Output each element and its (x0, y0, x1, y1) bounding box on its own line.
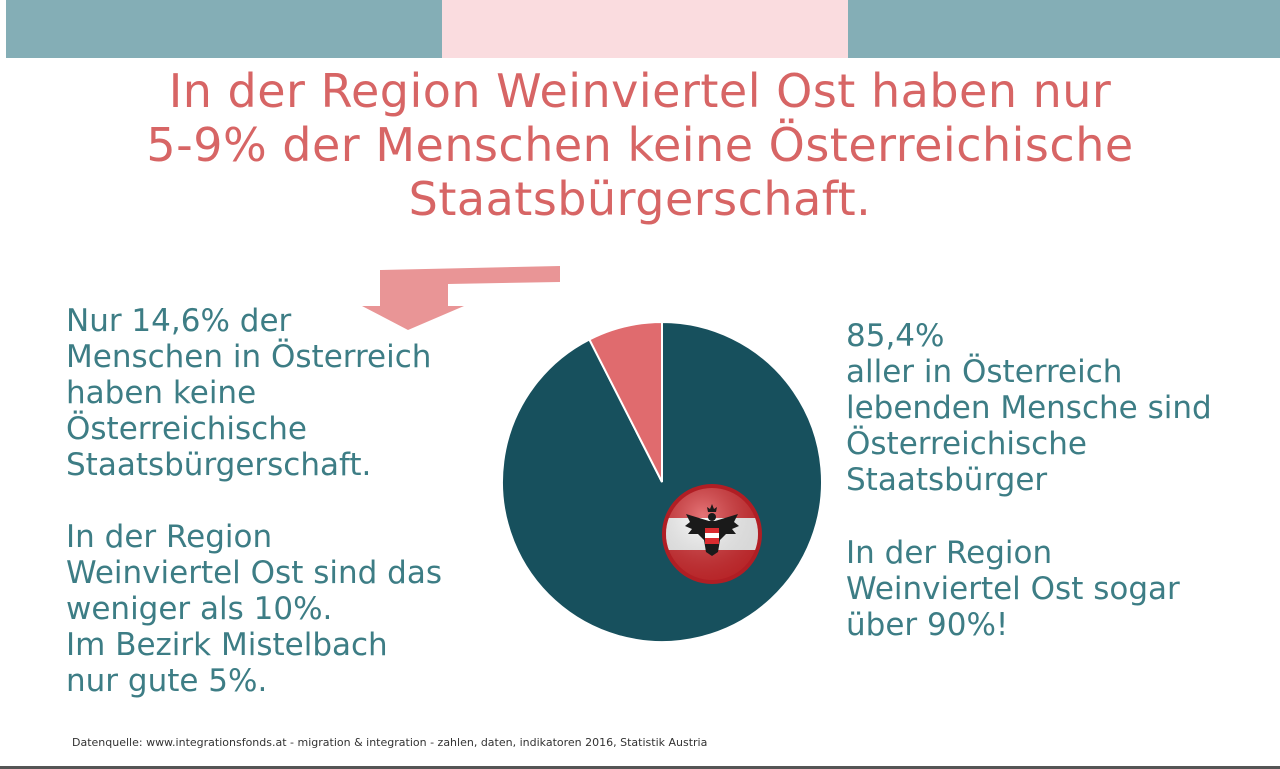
pie-slice-1 (588, 320, 663, 483)
austria-coat-of-arms-icon (662, 484, 762, 584)
top-bar-left-segment (6, 0, 442, 58)
headline-line-3: Staatsbürgerschaft. (408, 172, 872, 226)
left-text-block-1: Nur 14,6% der Menschen in Österreich hab… (66, 303, 431, 483)
headline-line-1: In der Region Weinviertel Ost haben nur (168, 64, 1112, 118)
left-1-line-3: haben keine (66, 375, 257, 411)
right-text-block-2: In der Region Weinviertel Ost sogar über… (846, 535, 1180, 643)
headline: In der Region Weinviertel Ost haben nur … (40, 64, 1240, 226)
right-1-line-5: Staatsbürger (846, 462, 1048, 498)
top-color-bar (6, 0, 1280, 58)
right-2-line-1: In der Region (846, 535, 1053, 571)
top-bar-middle-segment (442, 0, 848, 58)
pie-chart (501, 320, 823, 643)
right-2-line-3: über 90%! (846, 607, 1009, 643)
left-2-line-3: weniger als 10%. (66, 591, 333, 627)
left-2-line-5: nur gute 5%. (66, 663, 268, 699)
right-1-line-2: aller in Österreich (846, 354, 1123, 390)
left-1-line-5: Staatsbürgerschaft. (66, 447, 372, 483)
right-1-line-3: lebenden Mensche sind (846, 390, 1212, 426)
left-text-block-2: In der Region Weinviertel Ost sind das w… (66, 519, 442, 699)
left-1-line-4: Österreichische (66, 411, 307, 447)
left-1-line-1: Nur 14,6% der (66, 303, 292, 339)
right-text-block-1: 85,4% aller in Österreich lebenden Mensc… (846, 318, 1212, 498)
right-1-line-1: 85,4% (846, 318, 945, 354)
bottom-divider (0, 766, 1280, 769)
pie-slices (501, 320, 823, 643)
left-1-line-2: Menschen in Österreich (66, 339, 432, 375)
arrow-down-left-icon (362, 266, 560, 330)
source-note: Datenquelle: www.integrationsfonds.at - … (72, 736, 708, 749)
right-1-line-4: Österreichische (846, 426, 1087, 462)
top-bar-right-segment (848, 0, 1280, 58)
left-2-line-4: Im Bezirk Mistelbach (66, 627, 388, 663)
left-2-line-1: In der Region (66, 519, 273, 555)
left-2-line-2: Weinviertel Ost sind das (66, 555, 442, 591)
right-2-line-2: Weinviertel Ost sogar (846, 571, 1180, 607)
headline-line-2: 5-9% der Menschen keine Österreichische (146, 118, 1134, 172)
